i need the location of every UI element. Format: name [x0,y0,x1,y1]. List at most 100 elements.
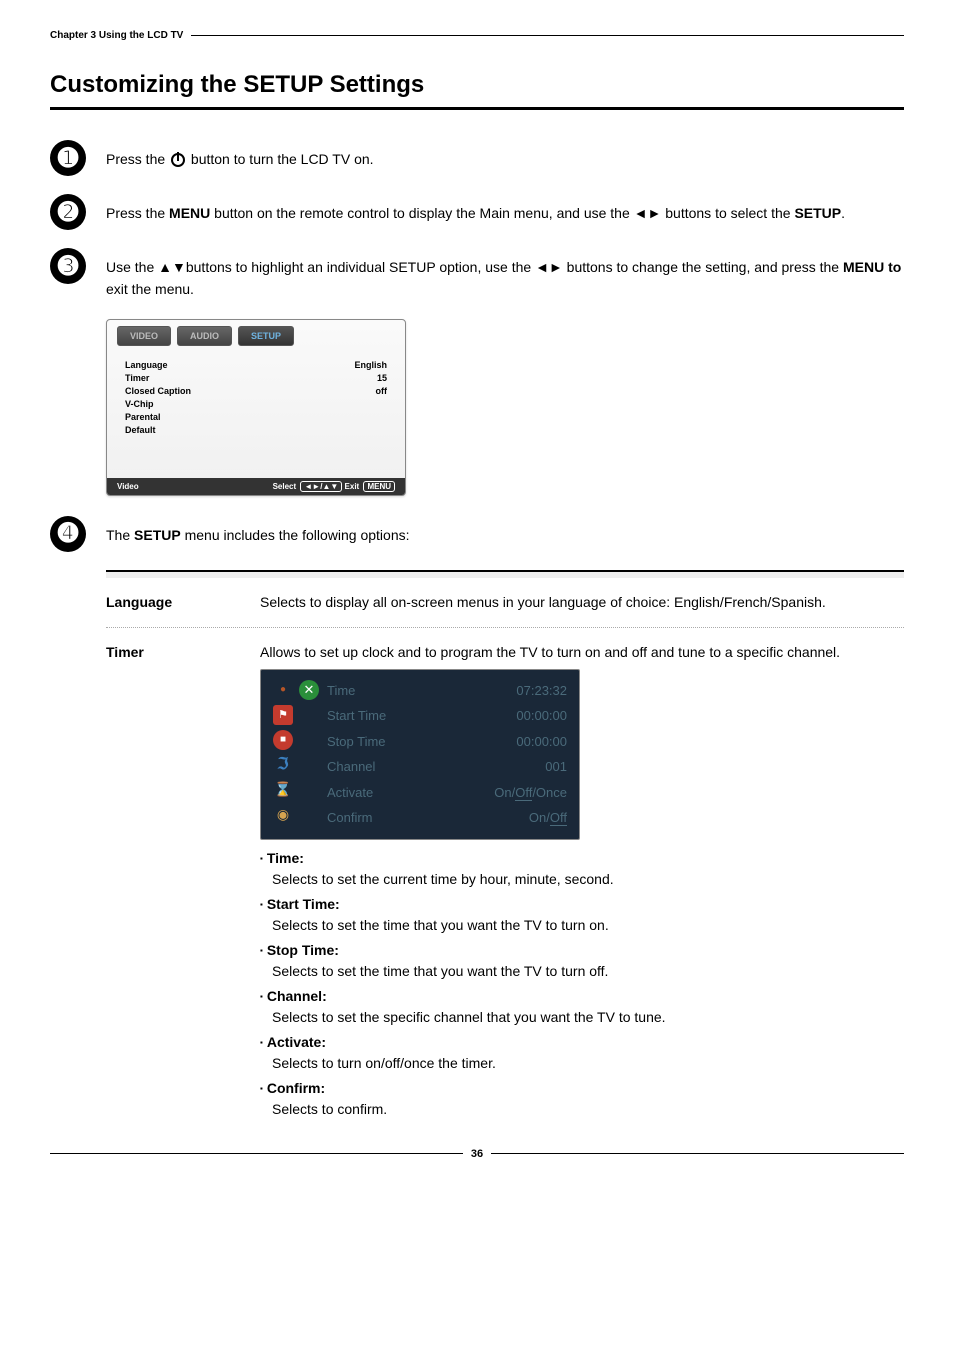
timer-row-label: Activate [327,783,427,803]
osd-row-label: Parental [125,412,161,422]
title-rule [50,107,904,110]
osd-tab-video: VIDEO [117,326,171,346]
sub-desc: Selects to set the time that you want th… [272,961,904,982]
osd-row-value: English [354,360,387,370]
timer-stop-icon: ■ [273,730,293,750]
step-1-text: Press the button to turn the LCD TV on. [106,140,374,170]
sub-desc: Selects to set the current time by hour,… [272,869,904,890]
osd-footer-exit: Exit [345,482,360,491]
step-3-text: Use the ▲▼buttons to highlight an indivi… [106,248,904,301]
sub-title: Time: [267,850,304,866]
osd-row: LanguageEnglish [125,360,387,370]
s3g: exit the menu. [106,281,194,297]
timer-row: Activate On/Off/Once [327,780,567,806]
timer-flag-icon: ⚑ [273,705,293,725]
osd-tab-setup: SETUP [238,326,294,346]
s2d: ◄► [634,205,662,221]
sub-desc: Selects to turn on/off/once the timer. [272,1053,904,1074]
osd-footer-right: Select ◄►/▲▼ Exit MENU [273,481,395,492]
bullet-icon: ▪ [260,992,263,1001]
osd-row-label: Closed Caption [125,386,191,396]
osd-setup-screenshot: VIDEO AUDIO SETUP LanguageEnglish Timer 1… [106,319,904,496]
sub-desc: Selects to set the specific channel that… [272,1007,904,1028]
option-timer-label: Timer [106,642,236,1124]
s2e: buttons to select the [661,205,794,221]
step-badge-1: ➊ [50,140,86,176]
osd-row: V-Chip [125,399,387,409]
timer-dot-icon: ● [273,680,293,700]
trv-u: Off [515,785,532,801]
page-footer: 36 [50,1148,904,1160]
option-timer-desc-block: Allows to set up clock and to program th… [260,642,904,1124]
step-2: ➋ Press the MENU button on the remote co… [50,194,904,230]
osd-row: Timer 15 [125,373,387,383]
s4c: menu includes the following options: [181,527,410,543]
osd-footer-select: Select [273,482,297,491]
s2a: Press the [106,205,169,221]
timer-osd-screenshot: ● ⚑ ■ ℑ ⌛ ◉ ✕ Time 07:23:32 Start Time 00:… [260,669,580,840]
osd-tab-audio: AUDIO [177,326,232,346]
osd-tabs: VIDEO AUDIO SETUP [107,320,405,346]
osd-row: Default [125,425,387,435]
sub-time: ▪Time: Selects to set the current time b… [260,848,904,890]
s3d: ◄► [535,259,563,275]
timer-row: Confirm On/Off [327,805,567,831]
chapter-header-row: Chapter 3 Using the LCD TV [50,30,904,41]
timer-row-value: 00:00:00 [516,732,567,752]
trv-u: Off [550,810,567,826]
sub-stop-time: ▪ Stop Time: Selects to set the time that… [260,940,904,982]
timer-row-label: Stop Time [327,732,427,752]
step-badge-4: ➍ [50,516,86,552]
s3e: buttons to change the setting, and press… [563,259,843,275]
trv-post: /Once [532,785,567,800]
bullet-icon: ▪ [260,1038,263,1047]
trv-pre: On/ [529,810,550,825]
sub-confirm: ▪Confirm: Selects to confirm. [260,1078,904,1120]
sub-title: Channel: [267,988,327,1004]
chapter-header: Chapter 3 Using the LCD TV [50,30,183,41]
timer-row: Stop Time 00:00:00 [327,729,567,755]
s4b: SETUP [134,527,181,543]
footer-rule-left [50,1153,463,1154]
osd-key-menu: MENU [363,481,395,492]
osd-row-label: Timer [125,373,149,383]
timer-row-label: Time [327,681,427,701]
bullet-icon: ▪ [260,1084,263,1093]
trv-pre: On/ [494,785,515,800]
sub-start-time: ▪Start Time: Selects to set the time tha… [260,894,904,936]
sub-desc: Selects to set the time that you want th… [272,915,904,936]
step-4: ➍ The SETUP menu includes the following … [50,516,904,552]
timer-row-value: 00:00:00 [516,706,567,726]
sub-title: Stop Time: [267,942,339,958]
timer-icons-col: ● ⚑ ■ ℑ ⌛ ◉ [273,678,293,831]
timer-activate-icon: ⌛ [273,780,293,800]
s2f: SETUP [794,205,841,221]
s3f: MENU to [843,259,901,275]
osd-row-value: off [376,386,388,396]
step-badge-2: ➋ [50,194,86,230]
sub-title: Activate: [267,1034,326,1050]
s1-pre: Press the [106,151,169,167]
page-title: Customizing the SETUP Settings [50,71,904,99]
page-number: 36 [463,1148,491,1160]
step-badge-3: ➌ [50,248,86,284]
option-language-desc: Selects to display all on-screen menus i… [260,592,904,613]
timer-row: Start Time 00:00:00 [327,703,567,729]
osd-row-value: 15 [377,373,387,383]
osd-row-label: V-Chip [125,399,154,409]
osd-row: Closed Caption off [125,386,387,396]
osd-box: VIDEO AUDIO SETUP LanguageEnglish Timer 1… [106,319,406,496]
timer-row-value: 001 [545,757,567,777]
timer-row-label: Confirm [327,808,427,828]
step-2-text: Press the MENU button on the remote cont… [106,194,845,224]
timer-clock-icon: ✕ [299,680,319,700]
step-4-text: The SETUP menu includes the following op… [106,516,410,546]
s2c: button on the remote control to display … [210,205,633,221]
timer-row-value: 07:23:32 [516,681,567,701]
bullet-icon: ▪ [260,900,263,909]
osd-row: Parental [125,412,387,422]
timer-row-label: Start Time [327,706,427,726]
timer-sub-options: ▪ Time: Selects to set the current time b… [260,848,904,1120]
footer-rule-right [491,1153,904,1154]
bullet-icon: ▪ [260,946,263,955]
